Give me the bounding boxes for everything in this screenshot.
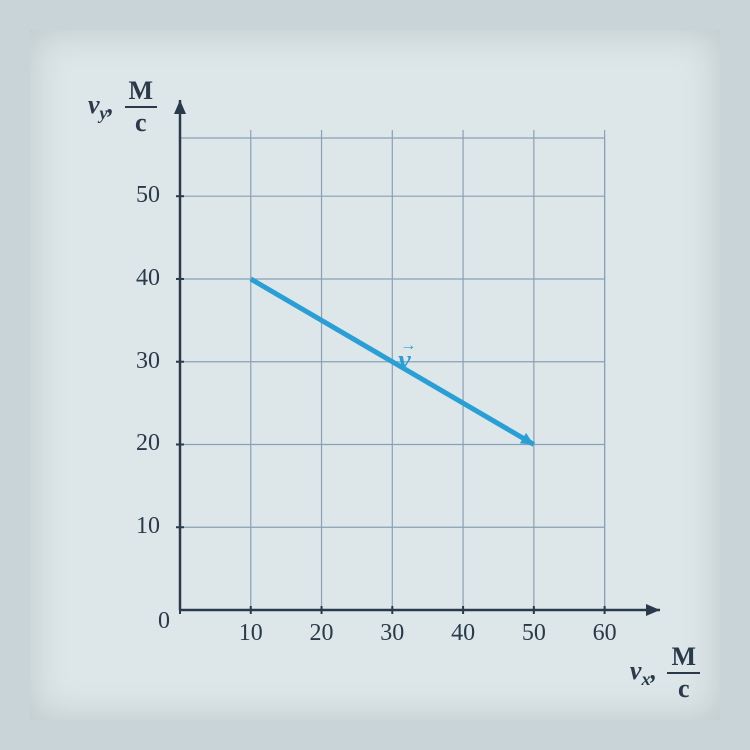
chart-frame: vy, M c vx, M c 01020304050601020304050 … (30, 30, 720, 720)
tick-label: 0 (158, 608, 170, 635)
x-axis-label: vx, M c (630, 644, 700, 702)
tick-label: 20 (310, 620, 334, 647)
tick-label: 40 (451, 620, 475, 647)
tick-label: 10 (239, 620, 263, 647)
tick-label: 40 (136, 265, 160, 292)
tick-label: 30 (380, 620, 404, 647)
y-axis-label: vy, M c (88, 78, 157, 136)
tick-label: 50 (136, 182, 160, 209)
tick-label: 50 (522, 620, 546, 647)
tick-label: 60 (593, 620, 617, 647)
tick-label: 30 (136, 348, 160, 375)
tick-label: 10 (136, 513, 160, 540)
tick-label: 20 (136, 430, 160, 457)
vector-label: → v (398, 345, 410, 377)
plot-container: vy, M c vx, M c 01020304050601020304050 … (30, 30, 720, 720)
